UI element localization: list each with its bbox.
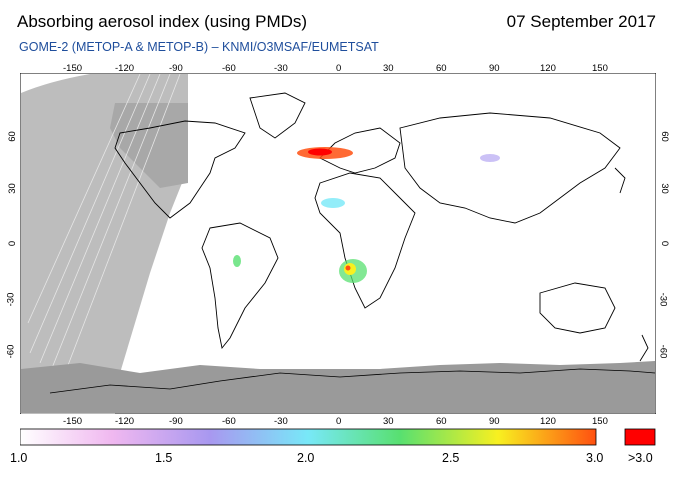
colorbar-label: >3.0	[628, 451, 653, 465]
lon-tick-bottom: -150	[63, 416, 83, 427]
lat-tick-left: 30	[6, 183, 18, 194]
coastlines	[114, 92, 649, 362]
lat-tick-right: -60	[657, 344, 669, 359]
lat-tick-left: -60	[5, 344, 17, 359]
colorbar-gradient	[20, 428, 597, 446]
plume-central-africa-hot	[345, 265, 351, 271]
colorbar-label: 2.5	[442, 451, 460, 465]
africa-outline	[314, 172, 416, 309]
swath-line	[64, 73, 181, 374]
satellite-swaths	[27, 73, 181, 374]
australia-outline	[539, 282, 616, 334]
lon-tick-top: 90	[489, 63, 500, 74]
map-date: 07 September 2017	[506, 12, 656, 31]
europe-outline	[319, 127, 401, 174]
polar-night-region	[21, 361, 655, 413]
new-zealand-outline	[639, 334, 649, 362]
lon-tick-top: 120	[540, 63, 556, 74]
plume-south-america	[233, 255, 241, 267]
colorbar-label: 1.0	[10, 451, 28, 465]
lon-tick-top: -60	[222, 63, 236, 74]
swath-line	[49, 73, 171, 374]
south-america-outline	[201, 222, 279, 350]
plume-west-africa	[321, 198, 345, 208]
lat-tick-right: 30	[658, 183, 670, 194]
lon-tick-bottom: 120	[540, 416, 556, 427]
lat-tick-left: 60	[6, 131, 18, 142]
asia-outline	[399, 112, 621, 224]
lat-tick-right: 60	[658, 131, 670, 142]
lon-tick-top: 0	[336, 63, 342, 74]
colorbar-label: 1.5	[155, 451, 173, 465]
lon-tick-bottom: 0	[336, 416, 342, 427]
lon-tick-top: -30	[274, 63, 288, 74]
world-map	[20, 73, 656, 414]
swath-line	[29, 73, 151, 354]
lat-tick-left: 0	[7, 240, 19, 247]
plume-europe-core	[308, 148, 332, 156]
japan-outline	[614, 167, 626, 194]
lon-tick-top: -120	[115, 63, 135, 74]
colorbar-label: 2.0	[297, 451, 315, 465]
lon-tick-top: 60	[436, 63, 447, 74]
swath-line	[27, 73, 141, 324]
antarctica-coast	[49, 368, 656, 394]
plume-siberia	[480, 154, 500, 162]
lon-tick-bottom: 150	[592, 416, 608, 427]
map-subtitle: GOME-2 (METOP-A & METOP-B) – KNMI/O3MSAF…	[19, 40, 379, 54]
lat-tick-left: -30	[5, 292, 17, 307]
colorbar-label: 3.0	[586, 451, 604, 465]
north-america-outline	[114, 120, 246, 219]
lon-tick-bottom: -60	[222, 416, 236, 427]
lon-tick-bottom: 30	[383, 416, 394, 427]
lat-tick-right: 0	[659, 240, 671, 247]
lon-tick-top: 30	[383, 63, 394, 74]
lon-tick-bottom: -90	[169, 416, 183, 427]
lon-tick-bottom: 90	[489, 416, 500, 427]
aerosol-plumes	[233, 147, 500, 283]
lon-tick-bottom: -30	[274, 416, 288, 427]
lon-tick-bottom: -120	[115, 416, 135, 427]
lon-tick-top: -90	[169, 63, 183, 74]
map-title: Absorbing aerosol index (using PMDs)	[17, 12, 308, 31]
lon-tick-top: 150	[592, 63, 608, 74]
lat-tick-right: -30	[657, 292, 669, 307]
lon-tick-top: -150	[63, 63, 83, 74]
colorbar	[20, 428, 656, 446]
greenland-outline	[249, 92, 306, 139]
colorbar-saturation	[624, 428, 656, 446]
swath-line	[39, 73, 161, 364]
lon-tick-bottom: 60	[436, 416, 447, 427]
